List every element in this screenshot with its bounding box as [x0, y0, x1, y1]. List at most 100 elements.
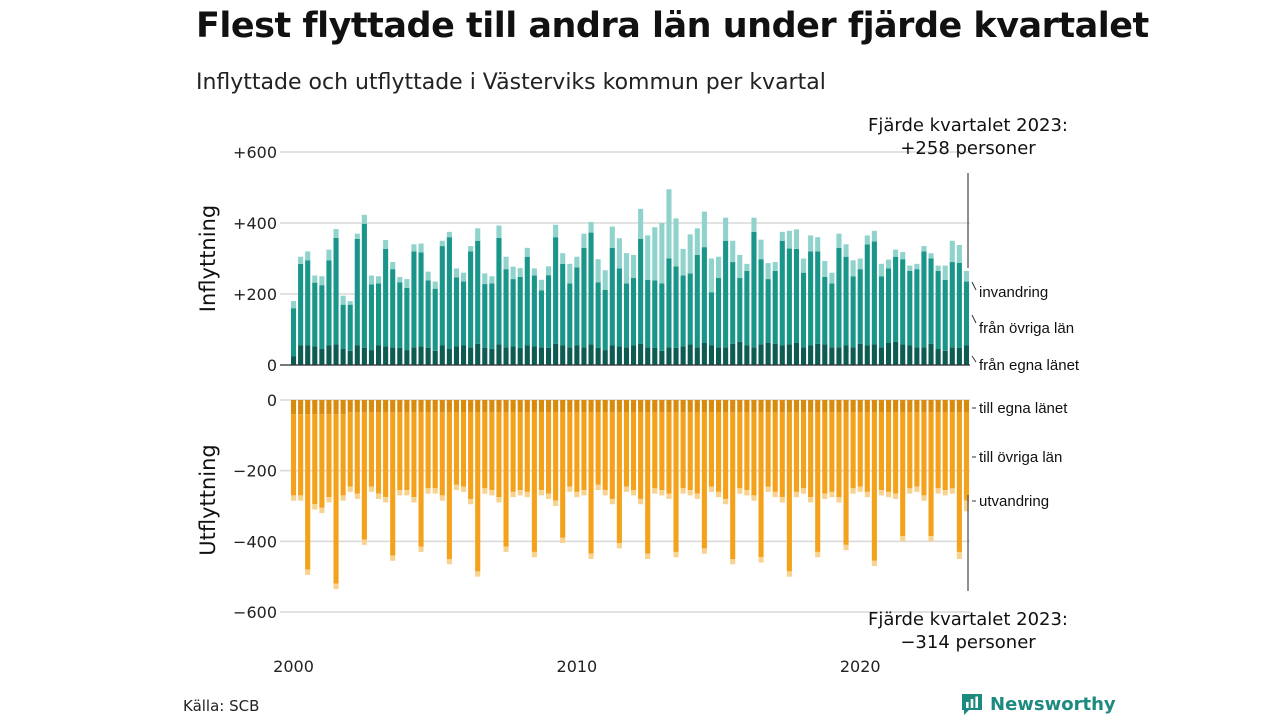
inflow-bar	[609, 247, 615, 346]
outflow-bar	[510, 491, 516, 498]
outflow-bar	[723, 400, 729, 413]
outflow-bar	[319, 400, 325, 415]
outflow-bar	[800, 488, 807, 494]
inflow-bar	[347, 350, 353, 365]
outflow-bar	[963, 412, 970, 501]
inflow-bar	[298, 256, 304, 264]
outflow-bar	[482, 412, 488, 489]
outflow-bar	[368, 486, 375, 492]
outflow-bar	[298, 400, 304, 415]
outflow-bar	[680, 488, 686, 494]
y-tick-label: +200	[233, 285, 277, 304]
inflow-bar	[751, 231, 757, 348]
outflow-bar	[468, 498, 474, 505]
outflow-bar	[857, 486, 863, 492]
outflow-bar	[305, 569, 311, 575]
inflow-bar	[850, 347, 856, 365]
inflow-bar	[347, 304, 353, 351]
outflow-bar	[800, 412, 807, 489]
outflow-bar	[368, 412, 375, 487]
inflow-bar	[368, 284, 375, 351]
inflow-bar	[878, 347, 885, 365]
outflow-bar	[496, 497, 502, 503]
outflow-bar	[737, 488, 743, 494]
inflow-bar	[560, 345, 566, 365]
annotation-label: Fjärde kvartalet 2023:	[868, 609, 1068, 630]
outflow-bar	[581, 400, 587, 413]
outflow-bar	[595, 400, 601, 413]
inflow-bar	[404, 279, 410, 288]
outflow-bar	[319, 507, 325, 514]
inflow-bar	[609, 226, 615, 248]
outflow-bar	[786, 400, 792, 413]
outflow-bar	[397, 412, 403, 491]
outflow-bar	[744, 412, 750, 491]
inflow-bar	[340, 304, 346, 350]
outflow-bar	[800, 400, 807, 413]
brand-logo[interactable]: Newsworthy	[960, 692, 1116, 716]
outflow-bar	[503, 546, 509, 552]
outflow-bar	[708, 400, 715, 413]
outflow-bar	[390, 400, 396, 413]
inflow-bar	[808, 251, 814, 346]
outflow-bar	[602, 412, 608, 491]
inflow-bar	[893, 341, 899, 365]
inflow-bar	[439, 345, 445, 365]
outflow-bar	[900, 400, 906, 413]
series-label: invandring	[979, 284, 1048, 301]
inflow-bar	[786, 248, 792, 345]
annotation-value: −314 personer	[900, 632, 1036, 653]
outflow-bar	[751, 400, 757, 413]
outflow-bar	[935, 412, 941, 489]
outflow-bar	[510, 400, 516, 413]
inflow-bar	[361, 214, 367, 224]
label-leader	[971, 355, 977, 363]
outflow-bar	[822, 493, 828, 499]
inflow-bar	[553, 224, 559, 238]
outflow-bar	[638, 412, 644, 499]
inflow-bar	[524, 247, 530, 257]
inflow-bar	[928, 253, 934, 259]
inflow-bar	[510, 279, 516, 347]
inflow-bar	[680, 346, 686, 365]
inflow-bar	[878, 276, 885, 348]
outflow-bar	[928, 412, 934, 537]
outflow-bar	[545, 400, 552, 413]
inflow-bar	[574, 267, 580, 346]
inflow-bar	[418, 243, 424, 253]
outflow-bar	[935, 488, 941, 494]
inflow-bar	[574, 345, 580, 365]
outflow-bar	[630, 412, 637, 491]
outflow-bar	[418, 400, 424, 413]
inflow-bar	[333, 237, 339, 345]
outflow-bar	[460, 412, 467, 487]
inflow-bar	[460, 272, 467, 282]
outflow-bar	[432, 488, 438, 494]
outflow-bar	[808, 497, 814, 503]
outflow-bar	[531, 551, 537, 558]
inflow-bar	[524, 256, 530, 346]
outflow-bar	[836, 412, 842, 498]
outflow-bar	[560, 412, 566, 538]
outflow-bar	[963, 400, 970, 413]
outflow-bar	[723, 412, 729, 499]
inflow-bar	[808, 235, 814, 252]
outflow-bar	[432, 412, 438, 489]
inflow-bar	[921, 347, 927, 365]
y-tick-label: 0	[267, 391, 277, 410]
inflow-bar	[829, 272, 835, 284]
outflow-bar	[517, 412, 523, 491]
inflow-bar	[383, 248, 389, 347]
outflow-bar	[673, 551, 679, 558]
inflow-bar	[630, 278, 637, 346]
inflow-bar	[645, 235, 651, 280]
outflow-bar	[574, 491, 580, 498]
inflow-bar	[772, 270, 778, 344]
label-leader	[971, 281, 977, 291]
inflow-bar	[822, 344, 828, 365]
outflow-bar	[418, 412, 424, 547]
outflow-bar	[708, 412, 715, 487]
outflow-bar	[765, 400, 771, 413]
outflow-bar	[793, 491, 800, 498]
outflow-bar	[524, 491, 530, 498]
